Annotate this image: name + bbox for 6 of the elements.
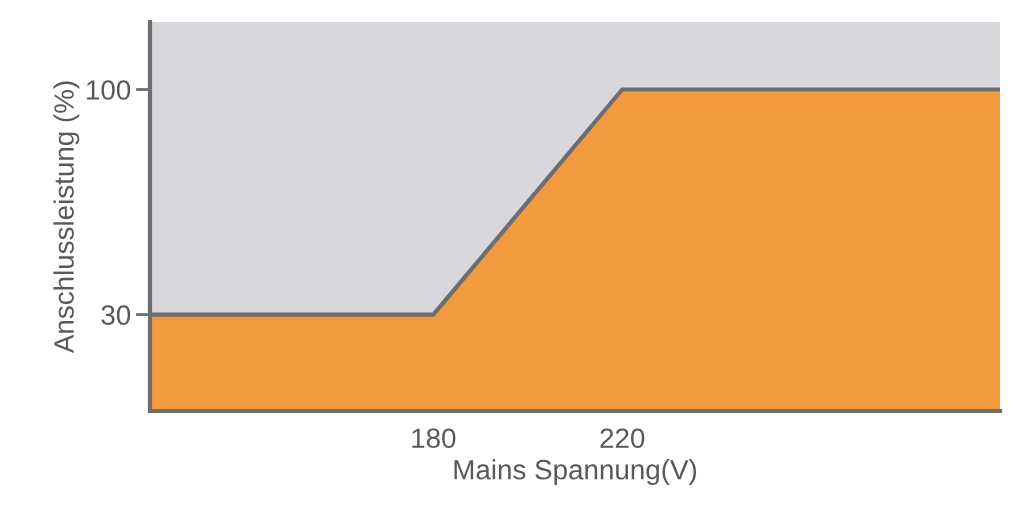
y-tick-label: 30 xyxy=(101,305,131,325)
y-axis-title: Anschlussleistung (%) xyxy=(53,81,80,354)
x-tick-label: 220 xyxy=(600,428,645,449)
y-tick-label: 100 xyxy=(87,80,131,100)
x-axis-title: Mains Spannung(V) xyxy=(454,459,697,486)
x-tick-label: 180 xyxy=(412,428,456,449)
